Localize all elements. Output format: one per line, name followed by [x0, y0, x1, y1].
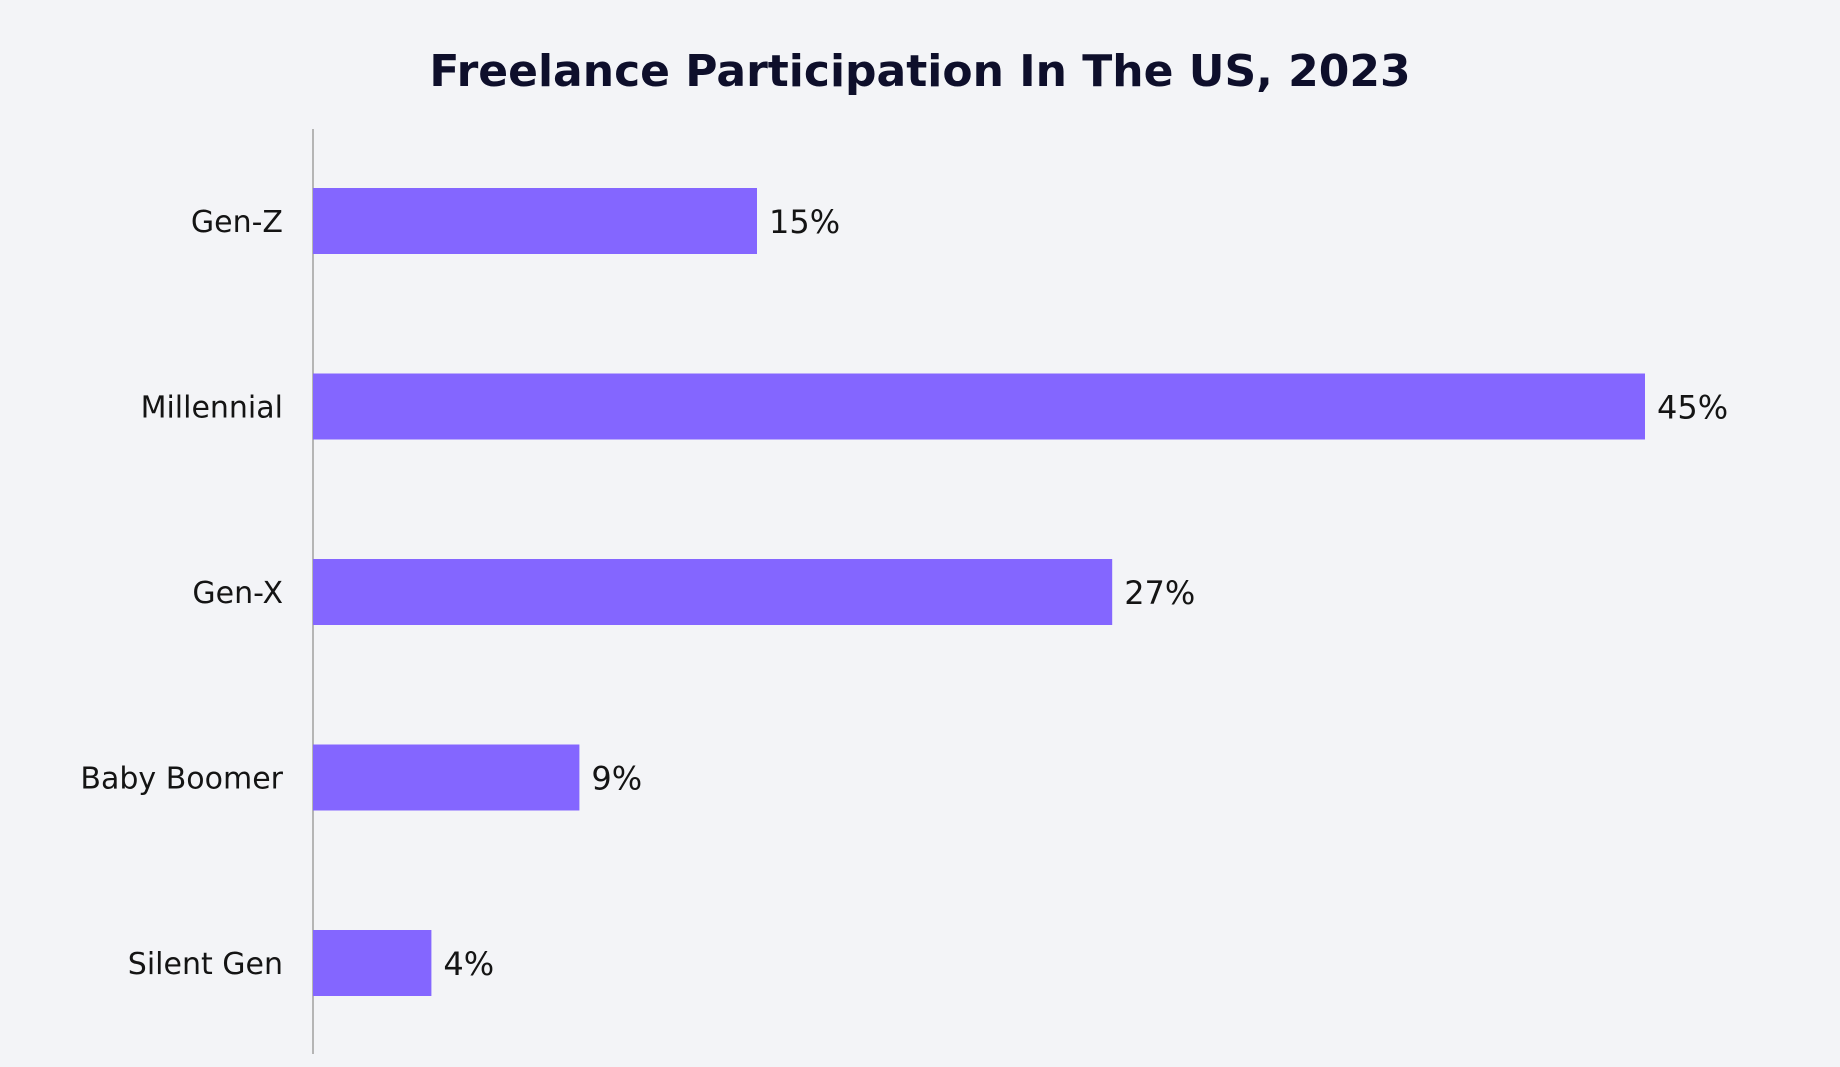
category-label-gen-z: Gen-Z: [191, 205, 283, 240]
value-label-gen-z: 15%: [769, 203, 840, 241]
bar-silent-gen: [313, 930, 432, 996]
chart-title: Freelance Participation In The US, 2023: [429, 46, 1410, 97]
bar-baby-boomer: [313, 744, 580, 811]
category-label-baby-boomer: Baby Boomer: [80, 762, 283, 797]
category-label-millennial: Millennial: [141, 391, 283, 426]
bar-millennial: [313, 373, 1645, 440]
category-label-silent-gen: Silent Gen: [128, 947, 283, 982]
value-label-millennial: 45%: [1657, 389, 1728, 427]
bar-gen-x: [313, 559, 1113, 625]
bars-group: Gen-Z 15% Millennial 45% Gen-X 27% Baby Boomer…: [80, 188, 1728, 996]
bar-gen-z: [313, 188, 757, 254]
category-label-gen-x: Gen-X: [192, 576, 283, 611]
value-label-gen-x: 27%: [1124, 574, 1195, 612]
value-label-silent-gen: 4%: [443, 945, 494, 983]
value-label-baby-boomer: 9%: [591, 760, 642, 798]
